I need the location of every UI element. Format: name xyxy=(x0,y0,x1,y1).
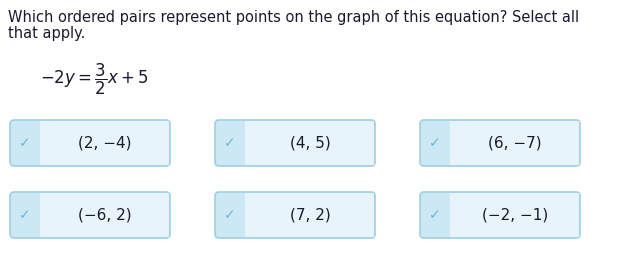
Text: Which ordered pairs represent points on the graph of this equation? Select all: Which ordered pairs represent points on … xyxy=(8,10,579,25)
Bar xyxy=(40,121,169,165)
Text: (6, −7): (6, −7) xyxy=(488,135,542,150)
Text: (2, −4): (2, −4) xyxy=(78,135,132,150)
FancyBboxPatch shape xyxy=(420,192,580,238)
Text: ✓: ✓ xyxy=(19,136,31,150)
FancyBboxPatch shape xyxy=(215,192,375,238)
FancyBboxPatch shape xyxy=(10,120,170,166)
Text: (7, 2): (7, 2) xyxy=(290,207,330,222)
Text: $-2y = \dfrac{3}{2}x + 5$: $-2y = \dfrac{3}{2}x + 5$ xyxy=(40,62,149,97)
Bar xyxy=(450,193,579,237)
Text: that apply.: that apply. xyxy=(8,26,85,41)
Text: ✓: ✓ xyxy=(19,208,31,222)
Text: ✓: ✓ xyxy=(224,136,236,150)
FancyBboxPatch shape xyxy=(420,120,580,166)
Text: ✓: ✓ xyxy=(429,208,441,222)
FancyBboxPatch shape xyxy=(10,192,170,238)
Bar xyxy=(450,121,579,165)
Text: (−6, 2): (−6, 2) xyxy=(78,207,132,222)
Text: ✓: ✓ xyxy=(429,136,441,150)
Bar xyxy=(245,121,374,165)
Text: (−2, −1): (−2, −1) xyxy=(482,207,548,222)
Bar xyxy=(245,193,374,237)
Text: ✓: ✓ xyxy=(224,208,236,222)
Bar xyxy=(40,193,169,237)
FancyBboxPatch shape xyxy=(215,120,375,166)
Text: (4, 5): (4, 5) xyxy=(290,135,330,150)
